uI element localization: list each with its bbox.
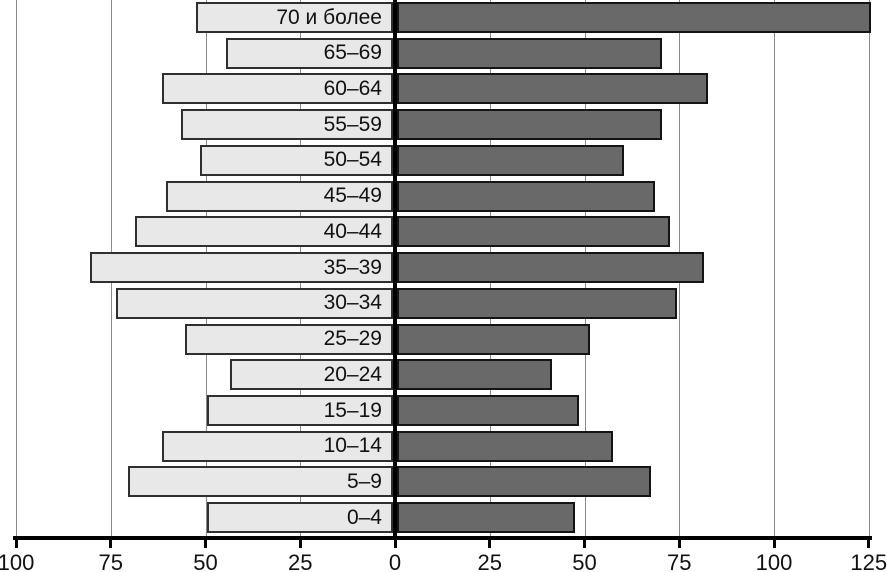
left-bar: 5–9 [127,466,393,498]
right-bar [397,430,614,462]
left-bar: 50–54 [199,144,393,176]
left-bar: 35–39 [89,252,393,284]
left-bar: 60–64 [161,73,393,105]
age-group-label: 30–34 [323,291,382,315]
x-axis-tick [298,540,302,548]
left-bar: 70 и более [195,2,393,33]
x-axis-line [13,536,872,540]
right-bar [397,109,663,141]
x-tick-label: 50 [572,550,597,572]
right-bar [397,73,708,105]
x-tick-label: 25 [477,550,502,572]
age-group-label: 60–64 [323,76,382,100]
age-group-label: 65–69 [323,41,382,65]
age-group-label: 20–24 [323,362,382,386]
left-bar: 25–29 [184,323,393,355]
x-axis-tick [583,540,586,548]
left-bar: 40–44 [135,216,393,248]
right-bar [397,466,651,498]
left-bar: 45–49 [165,180,393,212]
x-axis-tick [393,540,397,548]
age-group-label: 45–49 [323,184,382,208]
x-axis-tick [14,540,18,548]
right-bar [397,287,678,319]
gridline [774,0,775,536]
age-group-label: 50–54 [323,148,382,172]
age-group-label: 70 и более [276,5,382,29]
right-bar [397,395,579,427]
x-tick-label: 125 [850,550,887,572]
age-group-label: 10–14 [323,434,382,458]
x-tick-label: 75 [667,550,692,572]
gridline [16,0,17,536]
age-group-label: 40–44 [323,219,382,243]
right-bar [397,37,663,69]
x-tick-label: 50 [193,550,218,572]
right-bar [397,180,655,212]
right-bar [397,2,871,33]
right-bar [397,359,553,391]
x-tick-label: 100 [0,550,35,572]
x-axis-tick [867,540,871,548]
left-bar: 10–14 [161,430,393,462]
x-tick-label: 0 [388,550,402,572]
x-axis-tick [109,540,113,548]
right-bar [397,216,670,248]
x-tick-label: 25 [288,550,313,572]
right-bar [397,144,625,176]
x-tick-label: 100 [755,550,793,572]
right-bar [397,502,576,534]
gridline [868,0,870,536]
right-bar [397,323,591,355]
left-bar: 20–24 [230,359,393,391]
x-axis-tick [677,540,681,548]
age-group-label: 55–59 [323,112,382,136]
x-axis-tick [204,540,207,548]
age-group-label: 25–29 [323,327,382,351]
x-tick-label: 75 [98,550,123,572]
age-group-label: 15–19 [323,398,382,422]
x-axis-tick [772,540,776,548]
age-group-label: 5–9 [346,469,382,493]
right-bar [397,252,704,284]
age-group-label: 0–4 [346,505,382,529]
x-axis-tick [488,540,492,548]
age-group-label: 35–39 [323,255,382,279]
left-bar: 55–59 [180,109,393,141]
left-bar: 30–34 [116,287,393,319]
left-bar: 15–19 [207,395,393,427]
left-bar: 0–4 [207,502,393,534]
left-bar: 65–69 [226,37,393,69]
center-axis-line [393,0,397,540]
